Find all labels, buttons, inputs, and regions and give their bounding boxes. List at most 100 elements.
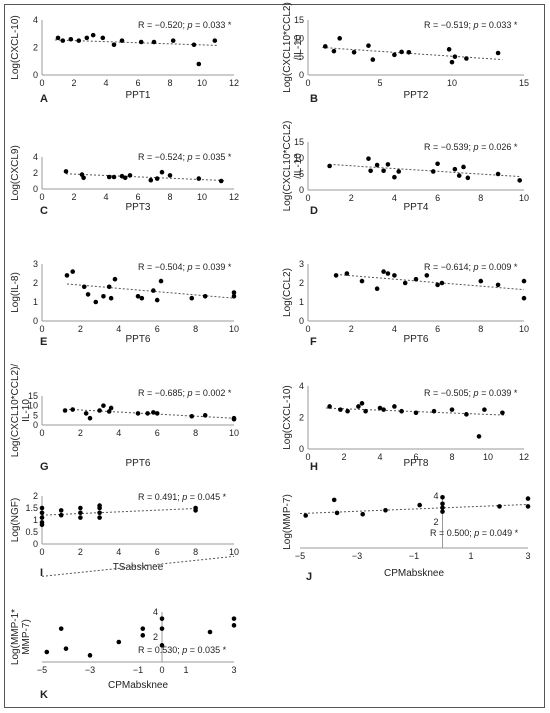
y-tick-label: 3 (299, 259, 304, 269)
panel-label: F (310, 336, 317, 348)
x-tick-label: 2 (78, 324, 83, 334)
stat-label: R = −0.504; p = 0.039 * (138, 262, 232, 272)
y-tick-label: 2 (433, 517, 438, 527)
data-point (392, 52, 397, 58)
data-point (193, 508, 198, 513)
data-point (521, 295, 527, 301)
trend-line (41, 555, 235, 577)
data-point (366, 156, 371, 161)
x-tick-label: 6 (135, 78, 140, 88)
stat-label: R = 0.530; p = 0.035 * (138, 645, 227, 655)
stat-label: R = −0.614; p = 0.009 * (424, 262, 518, 272)
stat-r: R = −0.520; (138, 20, 188, 30)
stat-pv: = 0.033 * (193, 20, 232, 30)
trend-line (54, 39, 219, 46)
data-point (151, 39, 157, 45)
stat-pv: = 0.026 * (479, 142, 518, 152)
panel-a: 0 2 4 6 8 10 12 0 2 4 R = −0.520; p = 0.033 * PPT1 L… (10, 15, 239, 105)
y-tick-label: 1 (299, 297, 304, 307)
x-axis-label: TSabsknee (113, 562, 164, 573)
x-tick-label: −1 (409, 551, 419, 561)
data-point (374, 162, 380, 168)
x-tick-label: 0 (305, 324, 310, 334)
y-tick-label: 15 (28, 391, 38, 401)
x-tick-label: 10 (197, 78, 207, 88)
data-point (97, 505, 102, 511)
data-point (90, 32, 96, 38)
y-tick-label: 15 (294, 15, 304, 25)
panel-c: 0 2 4 6 8 10 12 0 2 4 R = −0.524; p = 0.035 * PPT3 L… (10, 145, 239, 217)
y-axis-label: /IL-10 (293, 153, 304, 179)
data-point (478, 278, 484, 284)
x-tick-label: −3 (352, 551, 362, 561)
trend-line (322, 47, 503, 61)
data-point (145, 411, 150, 416)
y-axis-label: Log(NGF) (10, 498, 21, 542)
data-point (439, 280, 445, 286)
x-tick-label: 10 (519, 193, 529, 203)
x-tick-label: 10 (519, 324, 529, 334)
data-point (100, 35, 106, 41)
data-point (139, 295, 145, 301)
data-point (111, 174, 117, 180)
x-tick-label: 2 (349, 193, 354, 203)
x-tick-label: 6 (135, 192, 140, 202)
panel-label: H (310, 461, 318, 473)
data-point (60, 38, 66, 43)
y-axis-label: Log(IL-8) (10, 272, 21, 313)
data-point (424, 273, 430, 278)
x-axis-label: PPT2 (403, 90, 428, 101)
data-point (413, 276, 419, 282)
x-tick-label: 6 (435, 324, 440, 334)
data-point (63, 646, 69, 651)
y-tick-label: 1.5 (25, 503, 38, 513)
x-axis-label: PPT6 (403, 334, 428, 345)
x-tick-label: 8 (167, 78, 172, 88)
stat-p: p (187, 388, 193, 398)
data-point (78, 515, 83, 520)
data-point (385, 271, 391, 276)
trend-line (65, 173, 227, 182)
data-point (151, 410, 156, 415)
data-point (189, 414, 195, 419)
stat-label: R = −0.539; p = 0.026 * (424, 142, 518, 152)
data-point (85, 292, 91, 297)
data-point (435, 161, 440, 167)
x-tick-label: −1 (133, 665, 143, 675)
y-tick-label: 5 (299, 169, 304, 179)
y-axis-label: Log(CXCL-10) (10, 15, 21, 79)
data-point (331, 497, 337, 503)
panel-label: C (40, 205, 48, 217)
y-tick-label: 4 (299, 381, 304, 391)
data-point (344, 271, 350, 276)
stat-r: R = −0.685; (138, 388, 188, 398)
data-point (464, 412, 469, 417)
x-tick-label: 4 (116, 547, 121, 557)
x-tick-label: 6 (155, 324, 160, 334)
data-point (360, 511, 366, 517)
panel-label: I (40, 567, 43, 579)
stat-p: p (181, 645, 187, 655)
x-tick-label: 4 (392, 193, 397, 203)
x-axis-label: PPT3 (125, 202, 150, 213)
y-axis-label: Log(CXCL-10) (282, 385, 293, 449)
x-axis-label: CPMabsknee (384, 568, 444, 579)
data-point (140, 633, 146, 638)
data-point (83, 411, 89, 416)
data-point (366, 43, 371, 48)
figure-frame (4, 4, 545, 708)
stat-pv: = 0.039 * (479, 388, 518, 398)
panel-label: E (40, 336, 47, 348)
x-axis-label: PPT4 (403, 202, 428, 213)
y-tick-label: 10 (28, 401, 38, 411)
data-point (158, 278, 164, 284)
panel-label: B (310, 93, 318, 105)
panel-label: D (310, 205, 318, 217)
x-tick-label: 1 (468, 551, 473, 561)
y-tick-label: 2 (33, 168, 38, 178)
data-point (39, 510, 45, 516)
stat-label: R = −0.685; p = 0.002 * (138, 388, 232, 398)
data-point (39, 505, 45, 511)
